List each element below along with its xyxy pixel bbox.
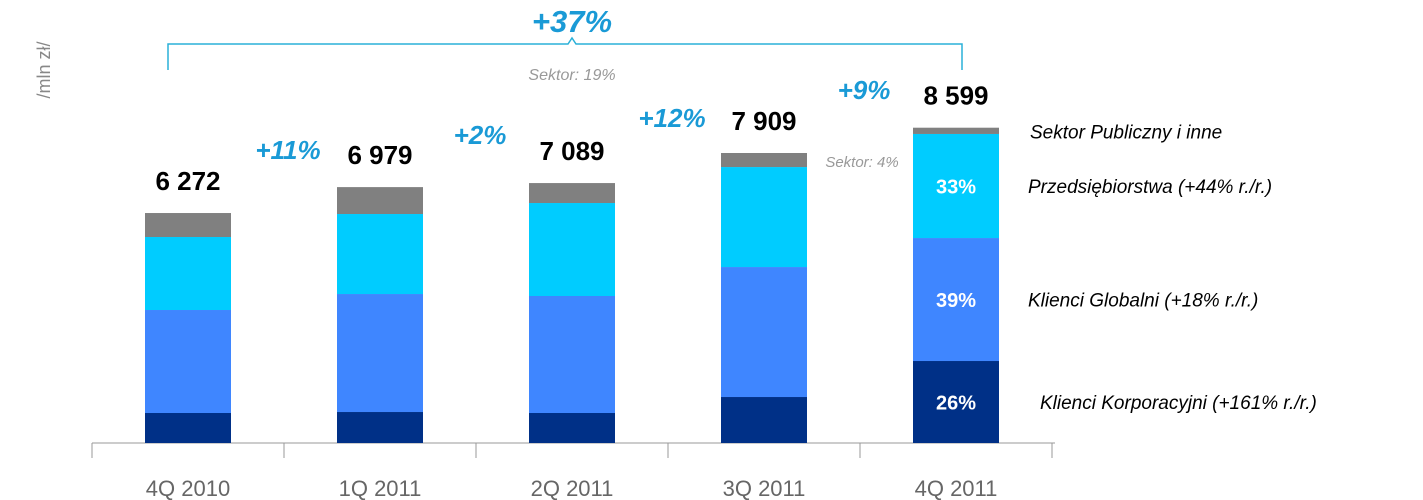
bar-segment	[145, 213, 231, 238]
bar-segment	[145, 413, 231, 443]
bar-segment	[529, 413, 615, 443]
bar-segment	[529, 203, 615, 297]
legend-label: Klienci Korporacyjni (+161% r./r.)	[1040, 393, 1317, 414]
x-tick-label: 2Q 2011	[531, 476, 614, 500]
y-axis-label: /mln zł/	[34, 41, 54, 98]
bar-segment	[529, 296, 615, 414]
overall-growth: +37%	[532, 4, 612, 39]
bar-segment	[721, 397, 807, 443]
bar-segment	[337, 187, 423, 215]
growth-bracket	[167, 36, 963, 70]
legend-label: Klienci Globalni (+18% r./r.)	[1028, 291, 1258, 312]
total-label: 6 979	[347, 140, 412, 170]
total-label: 6 272	[155, 166, 220, 196]
growth-label: +11%	[255, 135, 320, 165]
bar-segment	[721, 167, 807, 268]
growth-label: +2%	[454, 120, 507, 150]
bar-segment	[337, 214, 423, 295]
total-label: 7 909	[731, 106, 796, 136]
sector-note: Sektor: 4%	[825, 154, 898, 171]
bar-segment	[913, 127, 999, 134]
bar-segment	[337, 412, 423, 443]
share-label: 39%	[936, 290, 976, 312]
bar-segment	[529, 183, 615, 204]
bar-segment	[913, 238, 999, 362]
total-label: 8 599	[923, 81, 988, 111]
bar-segment	[337, 294, 423, 413]
x-tick-label: 4Q 2010	[146, 476, 230, 500]
growth-label: +9%	[838, 75, 891, 105]
bar-segment	[721, 267, 807, 398]
legend-label: Przedsiębiorstwa (+44% r./r.)	[1028, 177, 1272, 198]
bar-segment	[913, 133, 999, 239]
bar-segment	[721, 153, 807, 168]
bar-segment	[913, 361, 999, 443]
bar-segment	[145, 237, 231, 311]
share-label: 26%	[936, 392, 976, 414]
x-tick-label: 3Q 2011	[723, 476, 806, 500]
bar-segment	[145, 310, 231, 414]
legend-label: Sektor Publiczny i inne	[1030, 123, 1222, 144]
growth-label: +12%	[638, 103, 705, 133]
x-tick-label: 4Q 2011	[915, 476, 998, 500]
sector-note: Sektor: 19%	[528, 67, 615, 84]
share-label: 33%	[936, 176, 976, 198]
x-tick-label: 1Q 2011	[339, 476, 422, 500]
total-label: 7 089	[539, 136, 604, 166]
